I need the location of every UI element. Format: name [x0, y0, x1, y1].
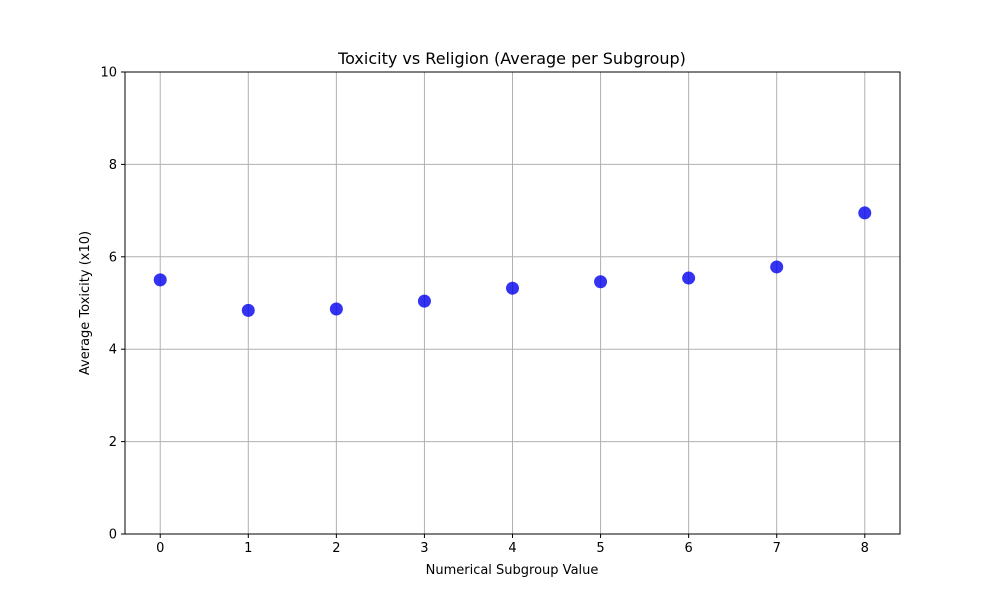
- data-point: [594, 275, 608, 289]
- x-tick-label: 2: [332, 541, 340, 556]
- data-point: [241, 303, 255, 317]
- x-tick-label: 3: [420, 541, 428, 556]
- grid-lines: [125, 71, 900, 535]
- data-point: [153, 273, 167, 287]
- y-tick-label: 6: [109, 250, 117, 265]
- y-tick-label: 8: [109, 158, 117, 173]
- y-tick-label: 2: [109, 435, 117, 450]
- y-tick-label: 0: [109, 528, 117, 543]
- x-tick-label: 0: [156, 541, 164, 556]
- data-point: [858, 206, 872, 220]
- data-point: [506, 281, 519, 295]
- x-tick-label: 4: [508, 541, 516, 556]
- axis-ticks: 0 1 2 3 4 5 6 7 8 0 2 4 6 8 10: [100, 66, 868, 557]
- x-tick-label: 5: [596, 541, 604, 556]
- data-point: [682, 271, 696, 285]
- y-axis-label: Average Toxicity (x10): [78, 231, 93, 375]
- x-tick-label: 7: [773, 541, 781, 556]
- y-tick-label: 10: [100, 66, 117, 81]
- x-axis-label: Numerical Subgroup Value: [426, 563, 599, 578]
- chart-title: Toxicity vs Religion (Average per Subgro…: [337, 49, 686, 68]
- x-tick-label: 1: [244, 541, 252, 556]
- data-point: [329, 302, 343, 316]
- x-tick-label: 8: [861, 541, 869, 556]
- data-points: [153, 206, 872, 317]
- data-point: [770, 260, 784, 274]
- y-tick-label: 4: [109, 343, 117, 358]
- x-tick-label: 6: [684, 541, 692, 556]
- data-point: [417, 294, 431, 308]
